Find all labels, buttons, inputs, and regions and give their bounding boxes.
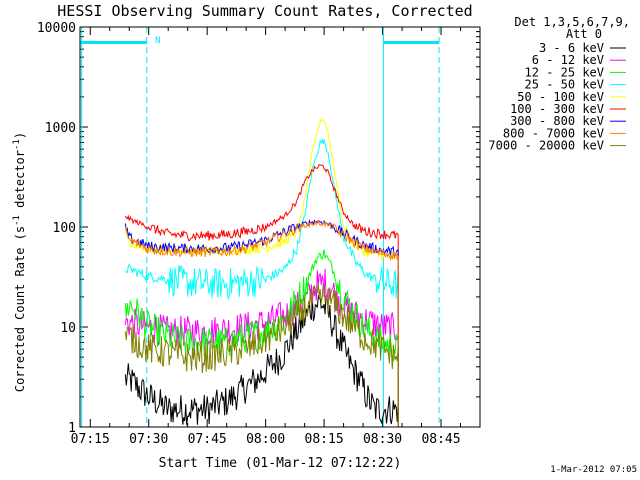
y-tick-label: 1000: [45, 121, 76, 136]
series-line: [124, 219, 399, 427]
x-tick-label: 08:15: [305, 432, 344, 447]
legend-entry-label: 300 - 800 keV: [510, 114, 604, 128]
night-label: N: [155, 36, 160, 46]
x-tick-label: 08:45: [421, 432, 460, 447]
legend-entry-label: 12 - 25 keV: [525, 65, 604, 79]
series-line: [124, 249, 399, 427]
y-axis-label-end: ): [13, 132, 27, 139]
y-tick-label: 100: [53, 221, 76, 236]
legend-entry-label: 3 - 6 keV: [539, 41, 604, 55]
legend-entry-label: 6 - 12 keV: [532, 53, 604, 67]
y-axis-label-sup2: -1: [12, 139, 22, 150]
x-axis-label: Start Time (01-Mar-12 07:12:22): [159, 456, 402, 471]
y-tick-label: 1: [68, 421, 76, 436]
x-tick-label: 08:00: [246, 432, 285, 447]
x-tick-label: 07:45: [188, 432, 227, 447]
series-line: [124, 164, 399, 427]
y-axis-label: Corrected Count Rate (s-1 detector-1): [12, 132, 27, 392]
legend-title-1: Det 1,3,5,6,7,9,: [514, 15, 630, 29]
legend-title-2: Att 0: [566, 27, 602, 41]
x-tick-label: 07:15: [71, 432, 110, 447]
x-tick-label: 07:30: [129, 432, 168, 447]
y-axis-label-main: Corrected Count Rate (s: [13, 226, 27, 392]
y-tick-label: 10: [60, 321, 76, 336]
axis-ticks: 07:15 07:30 07:45 08:00 08:15 08:30 08:45 1 10 10…: [37, 21, 481, 447]
timestamp: 1-Mar-2012 07:05: [550, 465, 637, 475]
legend-entry-label: 100 - 300 keV: [510, 102, 604, 116]
y-axis-label-mid: detector: [13, 150, 27, 215]
chart-title: HESSI Observing Summary Count Rates, Cor…: [57, 2, 472, 20]
legend-entry-label: 25 - 50 keV: [525, 78, 604, 92]
y-axis-label-sup1: -1: [12, 215, 22, 226]
series-line: [124, 283, 399, 427]
legend-entry-label: 7000 - 20000 keV: [488, 139, 604, 153]
y-tick-label: 10000: [37, 21, 76, 36]
series-line: [124, 138, 399, 427]
series-line: [124, 294, 399, 427]
series-lines: [124, 118, 399, 427]
plot-frame: [79, 26, 481, 428]
legend-entry-label: 50 - 100 keV: [517, 90, 604, 104]
legend-entry-label: 800 - 7000 keV: [503, 126, 604, 140]
x-tick-label: 08:30: [363, 432, 402, 447]
